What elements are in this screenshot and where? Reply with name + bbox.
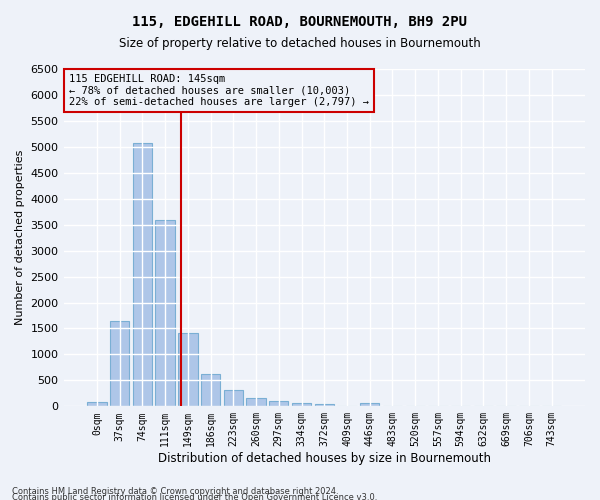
Bar <box>224 390 243 406</box>
Bar <box>201 374 220 406</box>
Y-axis label: Number of detached properties: Number of detached properties <box>15 150 25 326</box>
Bar <box>155 220 175 406</box>
Bar <box>133 142 152 406</box>
X-axis label: Distribution of detached houses by size in Bournemouth: Distribution of detached houses by size … <box>158 452 491 465</box>
Bar <box>360 403 379 406</box>
Bar <box>292 403 311 406</box>
Bar <box>110 320 130 406</box>
Bar <box>247 398 266 406</box>
Text: Contains public sector information licensed under the Open Government Licence v3: Contains public sector information licen… <box>12 492 377 500</box>
Bar <box>178 332 197 406</box>
Bar <box>314 404 334 406</box>
Text: 115 EDGEHILL ROAD: 145sqm
← 78% of detached houses are smaller (10,003)
22% of s: 115 EDGEHILL ROAD: 145sqm ← 78% of detac… <box>69 74 369 108</box>
Text: Contains HM Land Registry data © Crown copyright and database right 2024.: Contains HM Land Registry data © Crown c… <box>12 487 338 496</box>
Text: 115, EDGEHILL ROAD, BOURNEMOUTH, BH9 2PU: 115, EDGEHILL ROAD, BOURNEMOUTH, BH9 2PU <box>133 15 467 29</box>
Bar <box>269 401 289 406</box>
Bar <box>87 402 107 406</box>
Text: Size of property relative to detached houses in Bournemouth: Size of property relative to detached ho… <box>119 38 481 51</box>
